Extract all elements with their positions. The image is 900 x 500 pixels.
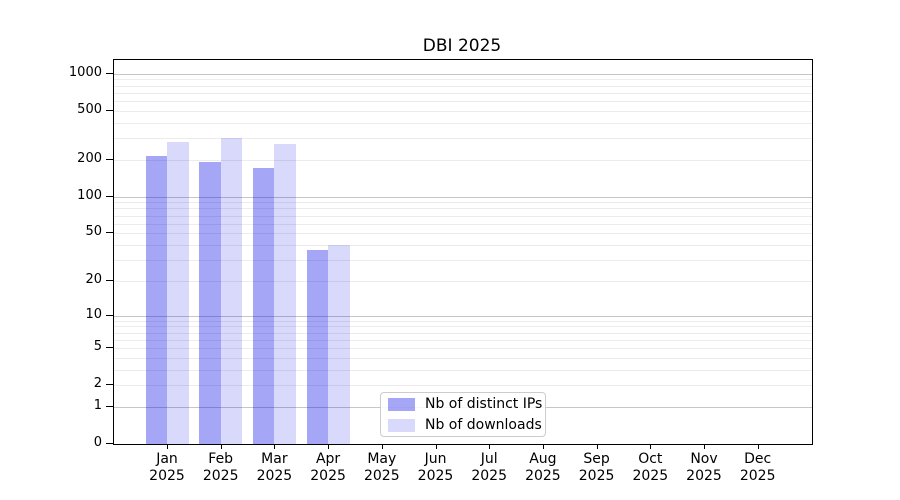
y-axis-tick-label: 1: [93, 397, 102, 413]
x-axis-tick-label-feb: Feb 2025: [202, 451, 239, 484]
legend-swatch-downloads: [388, 418, 415, 432]
gridline-minor: [114, 202, 812, 204]
x-tick-mark: [328, 444, 330, 449]
plot-area: [113, 59, 813, 445]
y-tick-mark: [106, 279, 113, 281]
gridline-minor: [114, 208, 812, 210]
gridline-minor: [114, 385, 812, 387]
gridline-major: [114, 315, 812, 317]
gridline-minor: [114, 79, 812, 81]
y-tick-mark: [106, 158, 113, 160]
y-axis-tick-label: 100: [77, 187, 102, 203]
gridline-minor: [114, 280, 812, 282]
gridline-minor: [114, 347, 812, 349]
y-axis-tick-label: 0: [93, 435, 102, 450]
gridline-minor: [114, 259, 812, 261]
y-tick-mark: [106, 109, 113, 111]
gridline-minor: [114, 92, 812, 94]
y-tick-mark: [106, 314, 113, 316]
x-axis-tick-label-sep: Sep 2025: [578, 451, 615, 484]
x-tick-mark: [650, 444, 652, 449]
gridline-minor: [114, 159, 812, 161]
x-tick-mark: [167, 444, 168, 449]
gridline-minor: [114, 244, 812, 246]
y-axis-tick-label: 200: [77, 150, 102, 166]
gridline-minor: [114, 138, 812, 140]
bar-nb-of-downloads-mar: [274, 144, 296, 444]
x-axis-tick-label-oct: Oct 2025: [632, 451, 669, 484]
x-tick-mark: [489, 444, 491, 449]
y-axis-tick-label: 5: [93, 338, 102, 354]
y-axis-tick-label: 1000: [68, 64, 102, 80]
x-tick-mark: [596, 444, 598, 449]
gridline-major: [114, 73, 812, 75]
y-axis-tick-label: 500: [77, 101, 102, 117]
y-tick-mark: [106, 232, 113, 234]
gridline-minor: [114, 326, 812, 328]
x-axis-tick-label-apr: Apr 2025: [310, 451, 346, 484]
y-tick-mark: [106, 384, 113, 386]
bar-nb-of-distinct-ips-feb: [199, 162, 221, 444]
x-tick-mark: [220, 444, 222, 449]
legend-item-distinct-ips: Nb of distinct IPs: [381, 395, 545, 413]
bar-nb-of-distinct-ips-jan: [145, 156, 167, 444]
gridline-minor: [114, 332, 812, 334]
gridline-minor: [114, 101, 812, 102]
x-axis-tick-label-may: May 2025: [363, 451, 400, 484]
y-tick-mark: [106, 405, 113, 407]
gridline-minor: [114, 339, 812, 341]
x-tick-mark: [757, 444, 759, 449]
y-axis-tick-label: 50: [85, 224, 102, 240]
gridline-minor: [114, 320, 812, 322]
gridline-minor: [114, 223, 812, 225]
x-axis-tick-label-mar: Mar 2025: [256, 451, 293, 484]
y-axis-tick-label: 20: [85, 271, 102, 287]
legend-swatch-distinct-ips: [388, 397, 415, 411]
x-axis-tick-label-jun: Jun 2025: [417, 451, 454, 484]
bar-nb-of-distinct-ips-mar: [252, 168, 275, 444]
gridline-minor: [114, 357, 812, 359]
legend-label-downloads: Nb of downloads: [425, 417, 542, 433]
gridline-minor: [114, 110, 812, 112]
legend-label-distinct-ips: Nb of distinct IPs: [425, 396, 543, 412]
x-axis-tick-label-nov: Nov 2025: [686, 451, 722, 484]
gridline-minor: [114, 122, 812, 124]
y-tick-mark: [106, 346, 113, 348]
x-axis-tick-label-jul: Jul 2025: [471, 451, 507, 484]
chart-title: DBI 2025: [422, 36, 502, 56]
y-axis-tick-label: 2: [93, 376, 102, 392]
gridline-major: [114, 196, 812, 198]
gridline-minor: [114, 233, 812, 235]
x-axis-tick-label-dec: Dec 2025: [739, 451, 776, 484]
bar-nb-of-distinct-ips-apr: [306, 250, 329, 444]
gridline-minor: [114, 215, 812, 217]
y-tick-mark: [106, 195, 113, 197]
x-tick-mark: [435, 444, 437, 449]
x-tick-mark: [274, 444, 276, 449]
y-tick-mark: [106, 72, 113, 74]
y-axis-tick-label: 10: [85, 306, 102, 322]
x-tick-mark: [381, 444, 383, 449]
legend-item-downloads: Nb of downloads: [381, 416, 545, 434]
bar-nb-of-downloads-jan: [167, 142, 189, 444]
legend: Nb of distinct IPs Nb of downloads: [380, 392, 546, 437]
bar-nb-of-downloads-feb: [220, 138, 243, 444]
y-tick-mark: [106, 443, 113, 444]
x-axis-tick-label-aug: Aug 2025: [525, 451, 561, 484]
x-tick-mark: [542, 444, 544, 449]
bar-nb-of-downloads-apr: [328, 244, 350, 444]
x-axis-tick-label-jan: Jan 2025: [149, 451, 185, 484]
x-tick-mark: [704, 444, 705, 449]
gridline-minor: [114, 369, 812, 371]
gridline-minor: [114, 85, 812, 87]
